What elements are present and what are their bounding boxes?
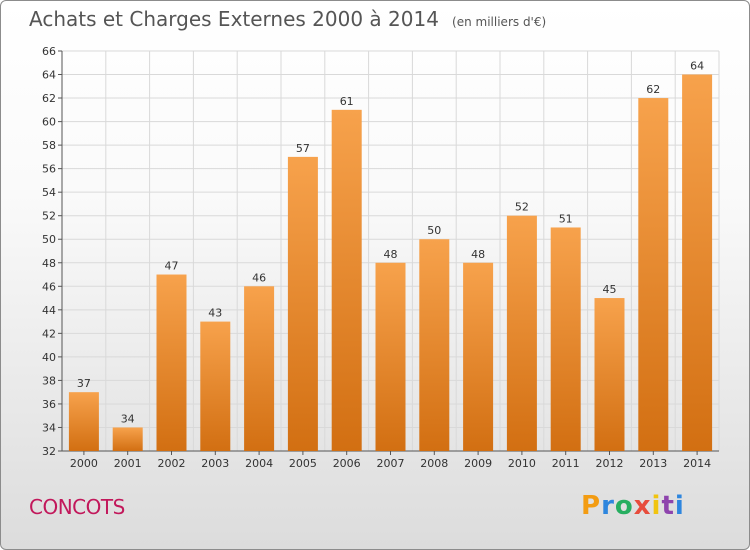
- data-label: 37: [77, 377, 91, 390]
- y-tick-label: 60: [42, 116, 56, 129]
- data-label: 43: [208, 307, 222, 320]
- data-label: 50: [427, 224, 441, 237]
- x-tick-label: 2002: [158, 457, 186, 470]
- x-tick-label: 2005: [289, 457, 317, 470]
- x-tick-label: 2010: [508, 457, 536, 470]
- x-tick-label: 2014: [683, 457, 711, 470]
- x-tick-label: 2006: [333, 457, 361, 470]
- logo-letter: i: [674, 491, 685, 521]
- logo-letter: i: [651, 491, 662, 521]
- data-label: 45: [603, 283, 617, 296]
- bar: [550, 227, 581, 451]
- data-label: 61: [340, 95, 354, 108]
- bar: [506, 215, 537, 451]
- bar: [287, 156, 318, 451]
- logo-letter: r: [601, 491, 615, 521]
- y-tick-label: 40: [42, 351, 56, 364]
- y-tick-label: 58: [42, 139, 56, 152]
- bar: [638, 98, 669, 451]
- data-label: 46: [252, 271, 266, 284]
- y-tick-label: 32: [42, 445, 56, 458]
- x-tick-label: 2012: [596, 457, 624, 470]
- x-tick-label: 2011: [552, 457, 580, 470]
- data-label: 48: [384, 248, 398, 261]
- data-label: 47: [165, 260, 179, 273]
- data-label: 48: [471, 248, 485, 261]
- logo-letter: t: [661, 491, 675, 521]
- bar: [331, 109, 362, 451]
- x-tick-label: 2003: [201, 457, 229, 470]
- y-tick-label: 50: [42, 233, 56, 246]
- bar: [682, 74, 713, 451]
- y-tick-label: 64: [42, 69, 56, 82]
- x-tick-label: 2004: [245, 457, 273, 470]
- y-tick-label: 34: [42, 421, 56, 434]
- x-tick-label: 2001: [114, 457, 142, 470]
- data-label: 62: [646, 83, 660, 96]
- logo-letter: o: [614, 491, 634, 521]
- x-tick-label: 2013: [639, 457, 667, 470]
- y-tick-label: 46: [42, 280, 56, 293]
- bar: [68, 392, 99, 451]
- y-tick-label: 62: [42, 92, 56, 105]
- data-label: 57: [296, 142, 310, 155]
- y-tick-label: 56: [42, 163, 56, 176]
- x-tick-label: 2007: [377, 457, 405, 470]
- bar: [200, 321, 231, 451]
- bar: [375, 262, 406, 451]
- x-tick-label: 2008: [420, 457, 448, 470]
- bar: [112, 427, 143, 451]
- bar: [156, 274, 187, 451]
- y-tick-label: 36: [42, 398, 56, 411]
- place-name: CONCOTS: [29, 495, 125, 519]
- y-tick-label: 44: [42, 304, 56, 317]
- logo-letter: x: [633, 491, 652, 521]
- chart-subtitle: (en milliers d'€): [452, 15, 547, 29]
- bar: [244, 286, 275, 451]
- y-tick-label: 42: [42, 327, 56, 340]
- bar: [419, 239, 450, 451]
- y-tick-label: 52: [42, 210, 56, 223]
- bar: [594, 298, 625, 451]
- title-row: Achats et Charges Externes 2000 à 2014 (…: [29, 7, 546, 31]
- proxiti-logo[interactable]: Proxiti: [581, 491, 685, 521]
- y-tick-label: 38: [42, 374, 56, 387]
- data-label: 51: [559, 212, 573, 225]
- data-label: 52: [515, 201, 529, 214]
- y-tick-label: 54: [42, 186, 56, 199]
- y-tick-label: 66: [42, 45, 56, 58]
- bar: [463, 262, 494, 451]
- bars: [68, 74, 713, 451]
- data-label: 34: [121, 412, 135, 425]
- chart-title: Achats et Charges Externes 2000 à 2014: [29, 7, 439, 31]
- x-tick-label: 2009: [464, 457, 492, 470]
- x-tick-label: 2000: [70, 457, 98, 470]
- logo-letter: P: [581, 491, 602, 521]
- data-labels: 37 34 47 43 46 57 61 48 50 48 52 51 45 62 64: [77, 60, 704, 426]
- y-tick-label: 48: [42, 257, 56, 270]
- data-label: 64: [690, 60, 704, 73]
